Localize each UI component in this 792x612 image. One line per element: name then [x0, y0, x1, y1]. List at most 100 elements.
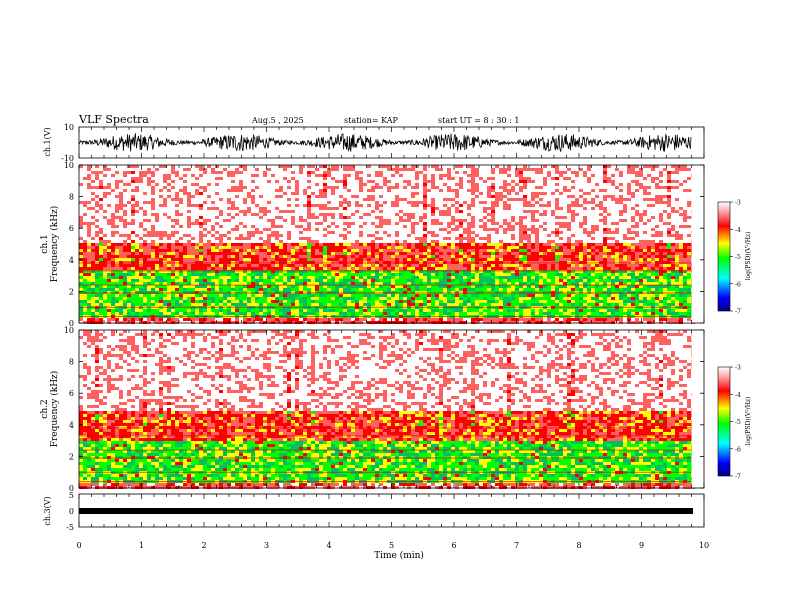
spectrogram-cell	[267, 261, 271, 264]
spectrogram-cell	[219, 231, 223, 234]
spectrogram-cell	[267, 174, 271, 177]
spectrogram-cell	[371, 180, 375, 183]
spectrogram-cell	[199, 189, 203, 192]
spectrogram-cell	[107, 231, 111, 234]
spectrogram-cell	[155, 189, 159, 192]
spectrogram-cell	[235, 219, 239, 222]
spectrogram-cell	[343, 228, 347, 231]
spectrogram-cell	[387, 249, 391, 252]
spectrogram-cell	[379, 240, 383, 243]
spectrogram-cell	[287, 300, 291, 303]
spectrogram-cell	[135, 168, 139, 171]
spectrogram-cell	[423, 321, 427, 324]
spectrogram-cell	[103, 309, 107, 312]
spectrogram-cell	[399, 171, 403, 174]
spectrogram-cell	[203, 285, 207, 288]
spectrogram-cell	[263, 201, 267, 204]
spectrogram-cell	[215, 294, 219, 297]
spectrogram-cell	[251, 288, 255, 291]
spectrogram-cell	[311, 309, 315, 312]
spectrogram-cell	[251, 195, 255, 198]
spectrogram-cell	[447, 279, 451, 282]
spectrogram-cell	[143, 252, 147, 255]
spectrogram-cell	[335, 276, 339, 279]
spectrogram-cell	[327, 267, 331, 270]
spectrogram-cell	[355, 291, 359, 294]
spectrogram-cell	[375, 318, 379, 321]
spectrogram-cell	[131, 183, 135, 186]
spectrogram-cell	[299, 168, 303, 171]
spectrogram-cell	[447, 303, 451, 306]
spectrogram-cell	[339, 240, 343, 243]
spectrogram-cell	[115, 165, 119, 168]
spectrogram-cell	[283, 213, 287, 216]
spectrogram-cell	[211, 288, 215, 291]
spectrogram-cell	[275, 204, 279, 207]
spectrogram-cell	[115, 312, 119, 315]
spectrogram-cell	[335, 216, 339, 219]
spectrogram-cell	[103, 285, 107, 288]
spectrogram-cell	[95, 294, 99, 297]
spectrogram-cell	[111, 264, 115, 267]
spectrogram-cell	[275, 213, 279, 216]
spectrogram-cell	[227, 231, 231, 234]
spectrogram-cell	[335, 225, 339, 228]
spectrogram-cell	[139, 234, 143, 237]
spectrogram-cell	[127, 231, 131, 234]
spectrogram-cell	[355, 255, 359, 258]
spectrogram-cell	[315, 273, 319, 276]
ch1-spectrogram-image	[79, 165, 704, 324]
spectrogram-cell	[399, 246, 403, 249]
spectrogram-cell	[407, 261, 411, 264]
spectrogram-cell	[411, 240, 415, 243]
spectrogram-cell	[311, 279, 315, 282]
spectrogram-cell	[195, 291, 199, 294]
spectrogram-cell	[159, 219, 163, 222]
spectrogram-cell	[411, 189, 415, 192]
spectrogram-cell	[111, 219, 115, 222]
spectrogram-cell	[163, 210, 167, 213]
spectrogram-cell	[403, 264, 407, 267]
spectrogram-cell	[435, 252, 439, 255]
spectrogram-cell	[91, 279, 95, 282]
spectrogram-cell	[143, 276, 147, 279]
spectrogram-cell	[183, 210, 187, 213]
spectrogram-cell	[171, 222, 175, 225]
spectrogram-cell	[119, 303, 123, 306]
spectrogram-cell	[359, 246, 363, 249]
spectrogram-cell	[207, 288, 211, 291]
spectrogram-cell	[87, 192, 91, 195]
spectrogram-cell	[219, 222, 223, 225]
spectrogram-cell	[255, 189, 259, 192]
spectrogram-cell	[295, 222, 299, 225]
spectrogram-cell	[383, 294, 387, 297]
spectrogram-cell	[151, 303, 155, 306]
spectrogram-cell	[215, 213, 219, 216]
spectrogram-cell	[179, 201, 183, 204]
spectrogram-cell	[159, 297, 163, 300]
spectrogram-cell	[119, 237, 123, 240]
spectrogram-cell	[427, 240, 431, 243]
spectrogram-cell	[315, 168, 319, 171]
spectrogram-cell	[319, 207, 323, 210]
spectrogram-cell	[419, 321, 423, 324]
spectrogram-cell	[451, 282, 455, 285]
spectrogram-cell	[379, 201, 383, 204]
spectrogram-cell	[315, 234, 319, 237]
spectrogram-cell	[211, 204, 215, 207]
spectrogram-cell	[387, 309, 391, 312]
spectrogram-cell	[159, 216, 163, 219]
spectrogram-cell	[243, 201, 247, 204]
spectrogram-cell	[303, 321, 307, 324]
spectrogram-cell	[223, 246, 227, 249]
spectrogram-cell	[139, 237, 143, 240]
spectrogram-cell	[235, 273, 239, 276]
spectrogram-cell	[363, 165, 367, 168]
spectrogram-cell	[367, 300, 371, 303]
spectrogram-cell	[443, 291, 447, 294]
spectrogram-cell	[195, 246, 199, 249]
spectrogram-cell	[175, 207, 179, 210]
spectrogram-cell	[431, 267, 435, 270]
spectrogram-cell	[435, 171, 439, 174]
spectrogram-cell	[139, 300, 143, 303]
